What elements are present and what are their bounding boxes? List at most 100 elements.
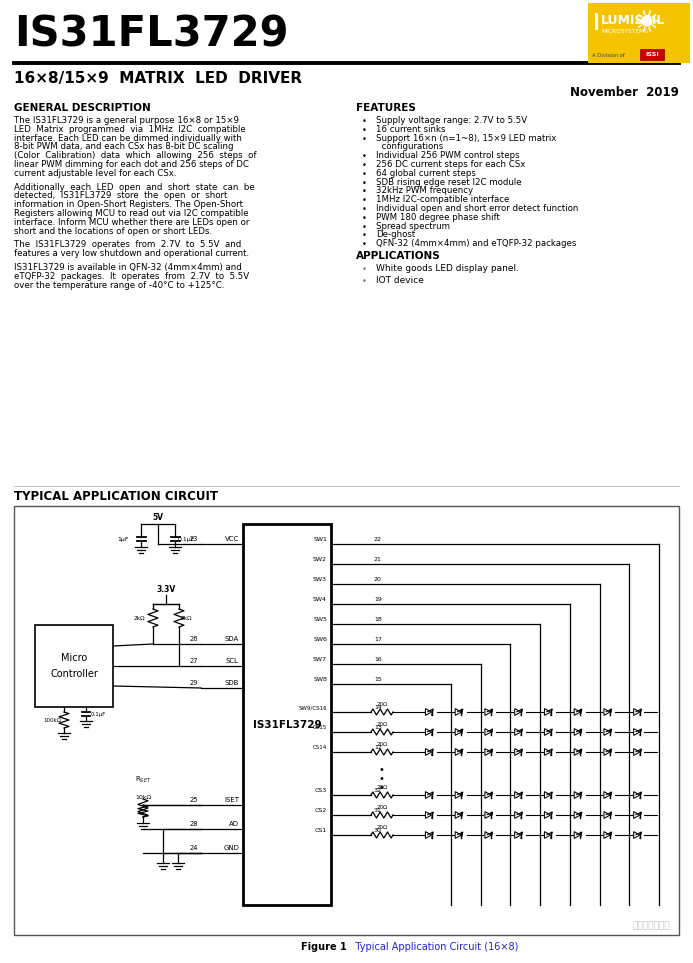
Text: •: • (362, 161, 367, 170)
Text: PWM 180 degree phase shift: PWM 180 degree phase shift (376, 213, 500, 221)
Text: Micro: Micro (61, 653, 87, 663)
Text: •: • (378, 765, 384, 775)
Text: 20Ω: 20Ω (376, 742, 387, 747)
Text: 32kHz PWM frequency: 32kHz PWM frequency (376, 187, 473, 195)
Text: 17: 17 (374, 637, 382, 642)
Text: 8-bit PWM data, and each CSx has 8-bit DC scaling: 8-bit PWM data, and each CSx has 8-bit D… (14, 143, 234, 151)
Text: detected,  IS31FL3729  store  the  open  or  short: detected, IS31FL3729 store the open or s… (14, 192, 227, 200)
Text: Figure 1: Figure 1 (301, 942, 346, 952)
Text: A Division of: A Division of (592, 53, 625, 58)
Text: FEATURES: FEATURES (356, 103, 416, 113)
Text: SW5: SW5 (313, 617, 327, 622)
Text: (Color  Calibration)  data  which  allowing  256  steps  of: (Color Calibration) data which allowing … (14, 151, 256, 160)
Text: 0.1μF: 0.1μF (91, 712, 106, 716)
Text: 19: 19 (374, 597, 382, 602)
Text: 256 DC current steps for each CSx: 256 DC current steps for each CSx (376, 160, 525, 169)
Bar (243, 524, 331, 905)
Text: 13: 13 (374, 725, 382, 730)
Text: CS15: CS15 (313, 725, 327, 730)
Text: LED  Matrix  programmed  via  1MHz  I2C  compatible: LED Matrix programmed via 1MHz I2C compa… (14, 125, 246, 134)
Text: •: • (362, 240, 367, 249)
Text: IS31FL3729: IS31FL3729 (14, 13, 288, 55)
Text: Registers allowing MCU to read out via I2C compatible: Registers allowing MCU to read out via I… (14, 209, 249, 218)
Text: Spread spectrum: Spread spectrum (376, 221, 450, 230)
Text: 20Ω: 20Ω (376, 702, 387, 707)
Text: SDB rising edge reset I2C module: SDB rising edge reset I2C module (376, 177, 522, 187)
Text: 22: 22 (374, 537, 382, 542)
Text: interface. Inform MCU whether there are LEDs open or: interface. Inform MCU whether there are … (14, 218, 249, 227)
Text: •: • (362, 135, 367, 143)
Text: The  IS31FL3729  operates  from  2.7V  to  5.5V  and: The IS31FL3729 operates from 2.7V to 5.5… (14, 241, 241, 249)
Text: 10kΩ: 10kΩ (135, 794, 151, 799)
Text: IOT device: IOT device (376, 276, 424, 285)
Text: 20Ω: 20Ω (376, 825, 387, 830)
Text: White goods LED display panel.: White goods LED display panel. (376, 264, 519, 273)
Circle shape (642, 16, 652, 26)
Text: IS31FL3729: IS31FL3729 (253, 719, 322, 730)
Text: 24: 24 (189, 845, 198, 851)
Text: November  2019: November 2019 (570, 86, 679, 99)
Text: LUMISSIL: LUMISSIL (601, 13, 665, 27)
Text: •: • (362, 277, 367, 286)
Text: 2kΩ: 2kΩ (181, 615, 193, 620)
Text: •: • (378, 774, 384, 784)
Text: SW1: SW1 (313, 537, 327, 542)
Text: SW8: SW8 (313, 677, 327, 682)
Text: Individual open and short error detect function: Individual open and short error detect f… (376, 204, 579, 213)
Text: 14: 14 (374, 705, 382, 710)
Text: 20Ω: 20Ω (376, 785, 387, 790)
Text: SW6: SW6 (313, 637, 327, 642)
Text: 20: 20 (374, 577, 382, 582)
Text: CS3: CS3 (315, 788, 327, 793)
Text: 100kΩ: 100kΩ (43, 717, 61, 722)
Text: 64 global current steps: 64 global current steps (376, 169, 476, 178)
Text: •: • (362, 265, 367, 274)
Text: Typical Application Circuit (16×8): Typical Application Circuit (16×8) (346, 942, 519, 952)
Text: ISSI: ISSI (645, 52, 659, 57)
Text: De-ghost: De-ghost (376, 230, 415, 240)
Text: 30: 30 (374, 828, 382, 833)
Text: •: • (362, 169, 367, 179)
Text: VCC: VCC (225, 536, 239, 542)
Text: 20Ω: 20Ω (376, 805, 387, 810)
Text: configurations: configurations (376, 143, 444, 151)
Text: QFN-32 (4mm×4mm) and eTQFP-32 packages: QFN-32 (4mm×4mm) and eTQFP-32 packages (376, 239, 577, 248)
Text: 16×8/15×9  MATRIX  LED  DRIVER: 16×8/15×9 MATRIX LED DRIVER (14, 71, 302, 86)
Text: 26: 26 (189, 636, 198, 642)
Text: CS14: CS14 (313, 745, 327, 750)
Text: current adjustable level for each CSx.: current adjustable level for each CSx. (14, 169, 177, 178)
Text: 16: 16 (374, 657, 382, 662)
Text: R$_{SET}$: R$_{SET}$ (134, 775, 151, 785)
Text: Individual 256 PWM control steps: Individual 256 PWM control steps (376, 151, 520, 160)
Text: •: • (362, 126, 367, 135)
Text: 2kΩ: 2kΩ (133, 615, 145, 620)
Text: •: • (378, 783, 384, 793)
Text: GND: GND (223, 845, 239, 851)
Text: CS1: CS1 (315, 828, 327, 833)
Text: SCL: SCL (226, 658, 239, 664)
Bar (588, 3, 690, 63)
Text: ISET: ISET (224, 797, 239, 803)
Text: Additionally  each  LED  open  and  short  state  can  be: Additionally each LED open and short sta… (14, 183, 255, 192)
Text: interface. Each LED can be dimmed individually with: interface. Each LED can be dimmed indivi… (14, 134, 242, 143)
Text: 12: 12 (374, 745, 382, 750)
Bar (35, 625, 113, 707)
Text: 3.3V: 3.3V (157, 585, 175, 594)
Text: 28: 28 (189, 821, 198, 827)
Text: •: • (362, 231, 367, 241)
Text: TYPICAL APPLICATION CIRCUIT: TYPICAL APPLICATION CIRCUIT (14, 490, 218, 503)
Text: •: • (362, 222, 367, 231)
Text: short and the locations of open or short LEDs.: short and the locations of open or short… (14, 226, 212, 236)
Text: SW2: SW2 (313, 557, 327, 562)
Text: SW7: SW7 (313, 657, 327, 662)
Text: •: • (362, 188, 367, 196)
Text: 16 current sinks: 16 current sinks (376, 125, 446, 134)
Text: 1μF: 1μF (118, 536, 129, 541)
Text: 20Ω: 20Ω (376, 722, 387, 727)
Text: MICROSYSTEMS: MICROSYSTEMS (601, 29, 648, 34)
Text: SW3: SW3 (313, 577, 327, 582)
Text: Controller: Controller (50, 669, 98, 679)
Text: Support 16×n (n=1~8), 15×9 LED matrix: Support 16×n (n=1~8), 15×9 LED matrix (376, 134, 556, 143)
Text: •: • (362, 117, 367, 126)
Text: CS2: CS2 (315, 808, 327, 813)
